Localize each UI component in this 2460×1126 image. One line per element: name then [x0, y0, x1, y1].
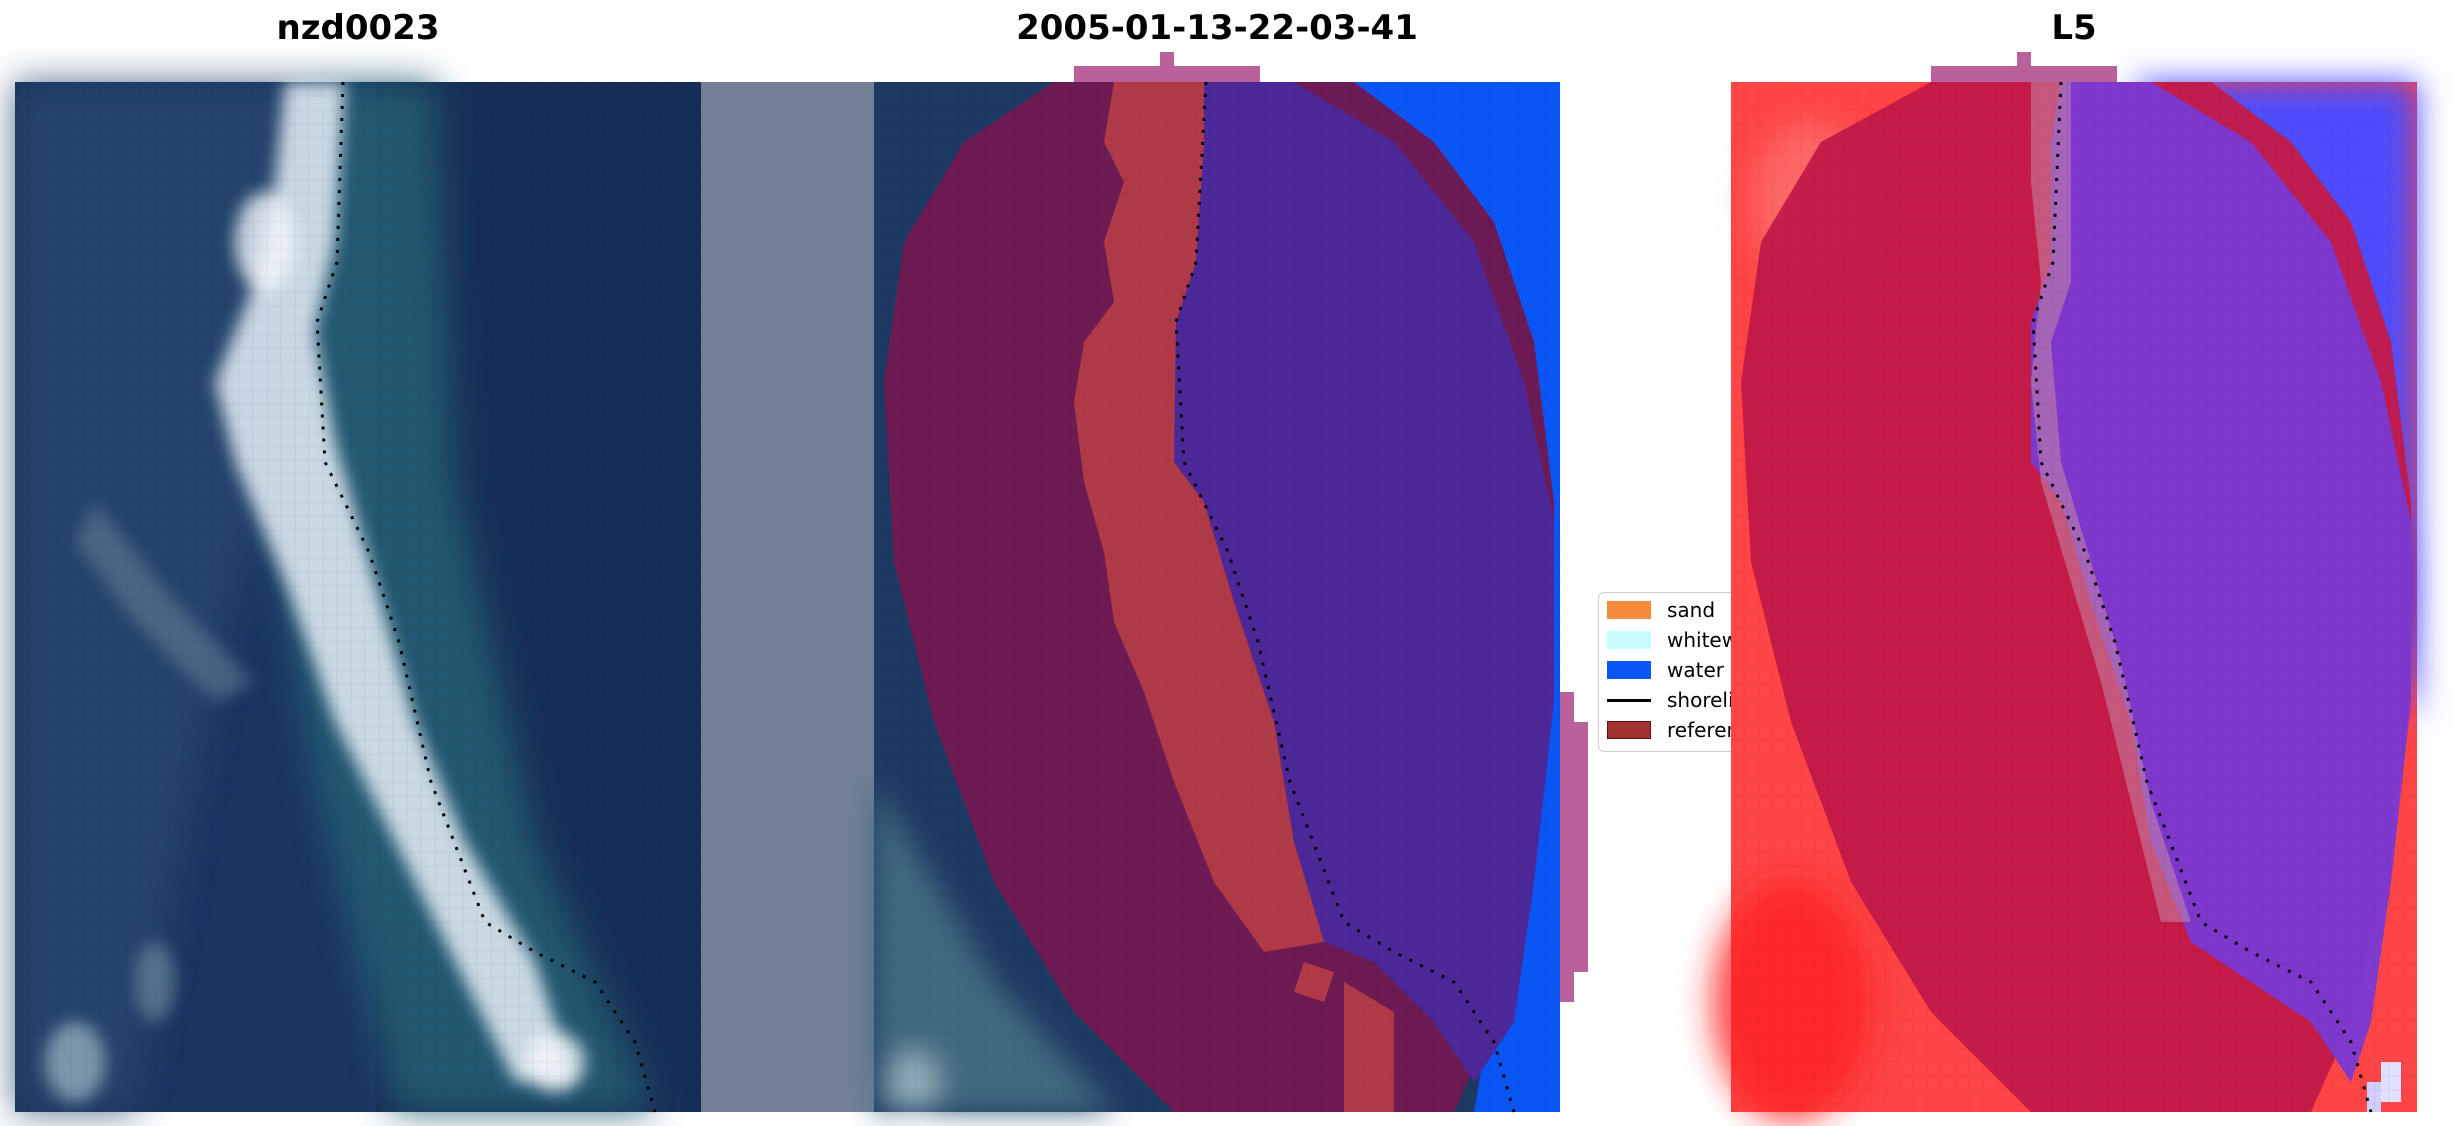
legend-label-sand: sand: [1667, 598, 1716, 622]
rgb-satellite-image: [15, 81, 1061, 1113]
legend-label-water: water: [1667, 658, 1724, 682]
legend-item-whitewater: whitewater: [1607, 627, 1747, 653]
index-image: [1711, 52, 2417, 1122]
legend-swatch-sand: [1607, 601, 1651, 619]
classified-image-panel: [874, 52, 1588, 1113]
index-image-panel: [1711, 52, 2417, 1122]
legend-item-shoreline: shoreline: [1607, 687, 1747, 713]
rgb-image-panel: [15, 81, 1061, 1113]
panel-title-rgb: nzd0023: [276, 8, 440, 48]
legend-swatch-reference-buffer: [1607, 721, 1651, 739]
panel-title-index: L5: [2051, 8, 2097, 48]
panel-title-classified: 2005-01-13-22-03-41: [1016, 8, 1418, 48]
legend-item-reference-buffer: reference shoreline buffer: [1607, 717, 1747, 743]
classified-image: [874, 52, 1588, 1113]
legend: sand whitewater water shoreline referenc…: [1598, 592, 1748, 752]
legend-swatch-water: [1607, 661, 1651, 679]
detected-shoreline-classified: [1174, 81, 1516, 1113]
detected-shoreline: [315, 81, 657, 1113]
legend-swatch-shoreline: [1607, 698, 1651, 702]
legend-swatch-whitewater: [1607, 631, 1651, 649]
detected-shoreline-index: [2031, 81, 2373, 1113]
legend-item-water: water: [1607, 657, 1724, 683]
legend-item-sand: sand: [1607, 597, 1715, 623]
